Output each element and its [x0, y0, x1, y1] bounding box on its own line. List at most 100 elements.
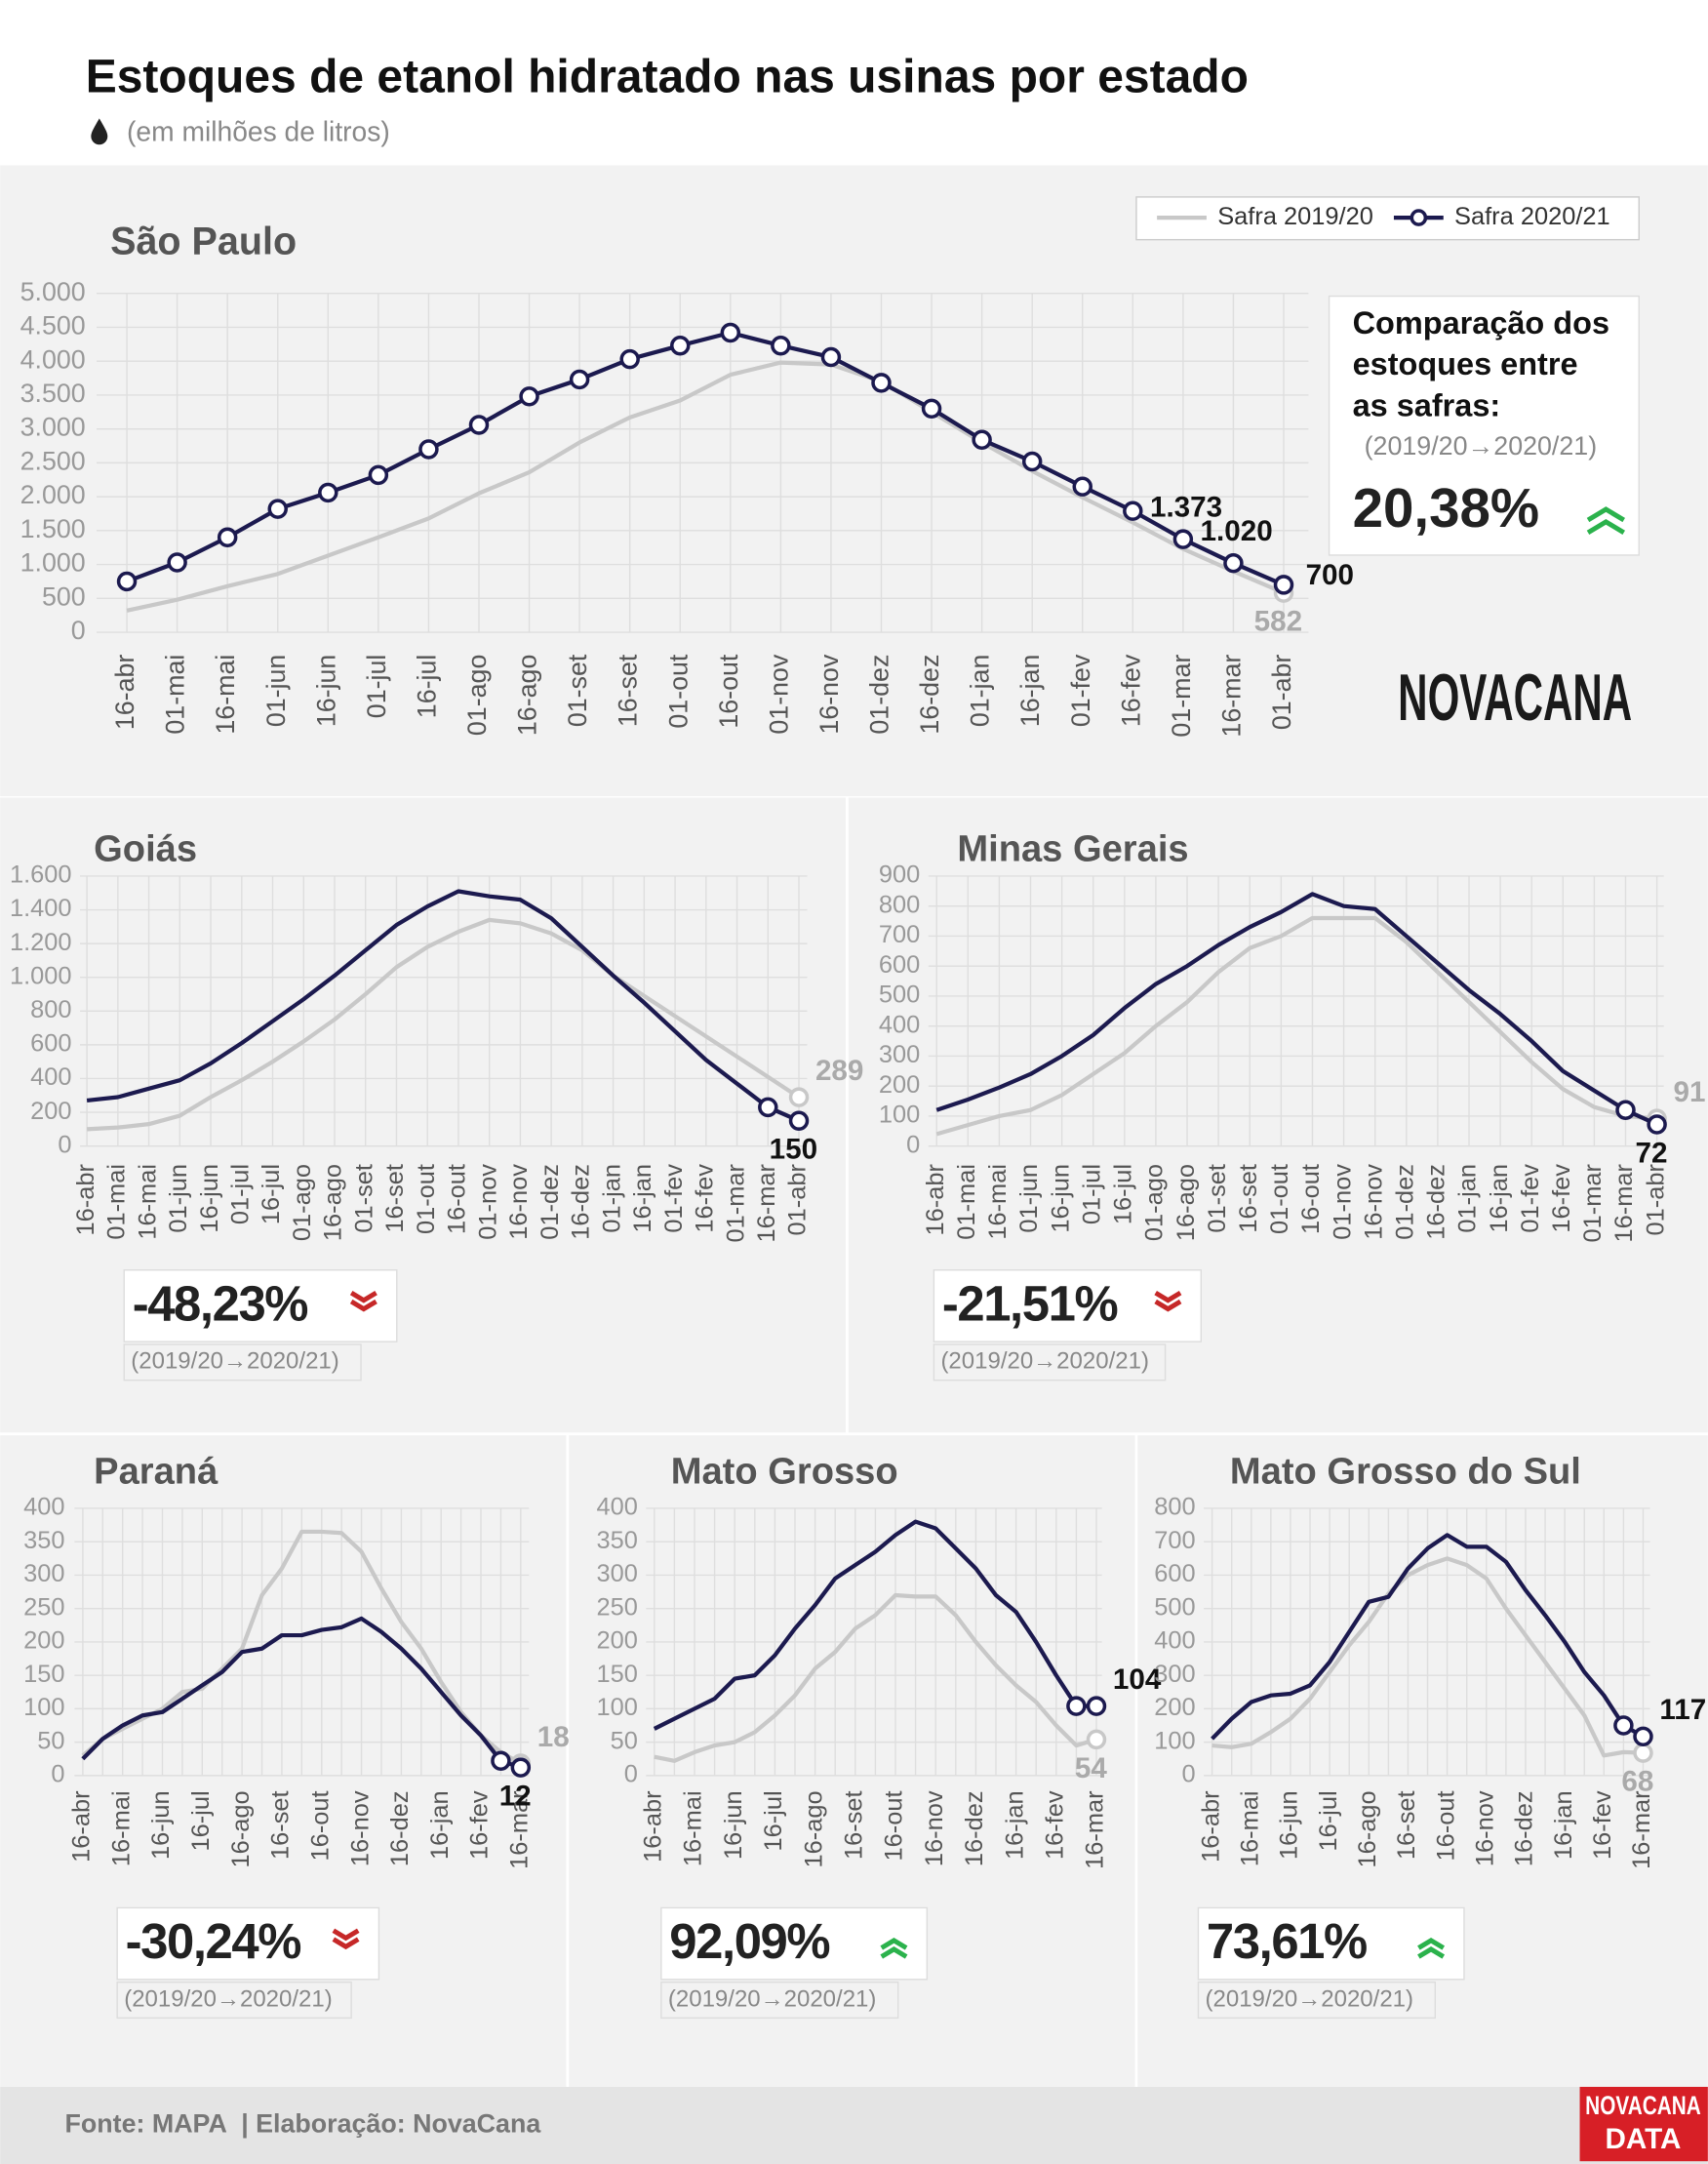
chart-title: Paraná [94, 1452, 218, 1493]
x-tick-label: 01-jan [1454, 1164, 1482, 1233]
point-marker [758, 1097, 778, 1118]
y-tick-label: 0 [71, 616, 86, 645]
point-marker [1615, 1100, 1636, 1120]
point-marker [1066, 1696, 1087, 1716]
trend-chevron [349, 1290, 377, 1303]
x-tick-label: 01-dez [536, 1164, 564, 1240]
y-tick-label: 800 [1154, 1494, 1195, 1521]
comparison-heading: estoques entre [1353, 346, 1578, 381]
x-tick-label: 16-mar [506, 1790, 534, 1869]
trend-chevron [332, 1937, 360, 1950]
series-line [86, 917, 801, 1132]
x-tick-label: 16-jan [1486, 1164, 1513, 1233]
series-line [654, 1592, 1097, 1763]
y-tick-label: 300 [596, 1560, 637, 1587]
x-tick-label: 16-jun [311, 655, 340, 728]
comparison-box [933, 1269, 1202, 1342]
x-tick-label: 16-jun [720, 1790, 747, 1860]
series-line [126, 360, 1285, 613]
point-marker [368, 464, 389, 486]
chart-title: Minas Gerais [957, 829, 1188, 870]
x-tick-label: 01-jan [966, 655, 995, 728]
legend-label: Safra 2019/20 [1217, 203, 1373, 230]
point-marker [418, 439, 439, 460]
chart-title: Goiás [94, 829, 197, 870]
data-label: 1.373 [1150, 491, 1222, 523]
x-tick-label: 16-set [614, 654, 643, 727]
y-tick-label: 400 [596, 1494, 637, 1521]
x-tick-label: 16-jul [413, 655, 442, 719]
data-label: 117 [1659, 1694, 1706, 1726]
y-tick-label: 300 [23, 1560, 64, 1587]
y-tick-label: 1.000 [10, 962, 72, 989]
x-tick-label: 01-jul [227, 1164, 255, 1224]
trend-chevron [1417, 1938, 1446, 1950]
y-tick-label: 400 [879, 1011, 920, 1038]
point-marker [771, 335, 791, 356]
y-tick-label: 700 [879, 921, 920, 948]
point-marker [1021, 451, 1043, 472]
y-tick-label: 200 [23, 1627, 64, 1655]
x-tick-label: 01-out [413, 1164, 440, 1234]
comparison-heading: as safras: [1353, 387, 1501, 422]
y-tick-label: 800 [879, 891, 920, 918]
series-line [81, 1616, 522, 1770]
x-tick-label: 16-out [881, 1790, 908, 1861]
point-marker [820, 346, 842, 368]
x-tick-label: 16-jun [1276, 1790, 1303, 1860]
trend-chevron [1154, 1290, 1182, 1303]
x-tick-label: 16-abr [1197, 1790, 1224, 1863]
trend-chevron [332, 1928, 360, 1942]
comparison-heading: Comparação dos [1353, 305, 1609, 341]
x-tick-label: 16-out [1432, 1790, 1459, 1861]
trend-chevron [880, 1938, 908, 1950]
comparison-period-box [116, 1981, 352, 2020]
x-tick-label: 16-mai [984, 1164, 1012, 1240]
point-marker [788, 1110, 810, 1131]
series-line [86, 889, 800, 1123]
trend-chevron [1586, 518, 1625, 536]
x-tick-label: 01-mar [1167, 655, 1196, 738]
x-tick-label: 16-jul [258, 1164, 285, 1224]
y-tick-label: 100 [1154, 1727, 1195, 1754]
trend-arrow [349, 1290, 377, 1312]
x-tick-label: 01-jan [598, 1164, 625, 1233]
x-tick-label: 01-jul [362, 655, 391, 719]
footer-logo-box [1579, 2086, 1708, 2162]
x-tick-label: 01-nov [764, 654, 793, 735]
x-tick-label: 16-nov [921, 1790, 948, 1866]
comparison-value: 20,38% [1353, 477, 1540, 539]
comparison-period-box [660, 1981, 899, 2020]
y-tick-label: 400 [23, 1494, 64, 1521]
y-tick-label: 900 [879, 862, 920, 889]
y-tick-label: 350 [596, 1527, 637, 1554]
data-label: 582 [1254, 605, 1302, 637]
x-tick-label: 01-jun [1015, 1164, 1043, 1233]
x-tick-label: 16-jul [1110, 1164, 1137, 1224]
legend-label: Safra 2020/21 [1454, 203, 1610, 230]
footer-source: Fonte: MAPA [65, 2109, 227, 2139]
y-tick-label: 400 [30, 1063, 71, 1091]
x-tick-label: 01-jul [1078, 1164, 1105, 1224]
x-tick-label: 16-out [714, 654, 743, 729]
x-tick-label: 16-dez [568, 1164, 595, 1240]
y-tick-label: 100 [596, 1694, 637, 1721]
point-marker [217, 527, 238, 548]
point-marker [1123, 501, 1143, 521]
page-subtitle: (em milhões de litros) [127, 115, 390, 146]
x-tick-label: 01-out [1266, 1164, 1293, 1234]
y-tick-label: 250 [596, 1593, 637, 1621]
legend-box [1135, 196, 1640, 241]
chart-title: Mato Grosso do Sul [1230, 1452, 1581, 1493]
x-tick-label: 16-jan [1001, 1790, 1028, 1860]
x-tick-label: 16-set [267, 1790, 295, 1860]
x-tick-label: 16-jan [629, 1164, 656, 1233]
logo: NOVACANA [1398, 661, 1632, 735]
x-tick-label: 01-fev [660, 1164, 688, 1233]
comparison-value: 73,61% [1207, 1913, 1367, 1969]
x-tick-label: 16-jun [147, 1790, 175, 1860]
footer-logo-bottom: DATA [1606, 2123, 1682, 2155]
trend-chevron [349, 1299, 377, 1312]
point-marker [510, 1757, 532, 1778]
x-tick-label: 16-abr [922, 1163, 949, 1235]
